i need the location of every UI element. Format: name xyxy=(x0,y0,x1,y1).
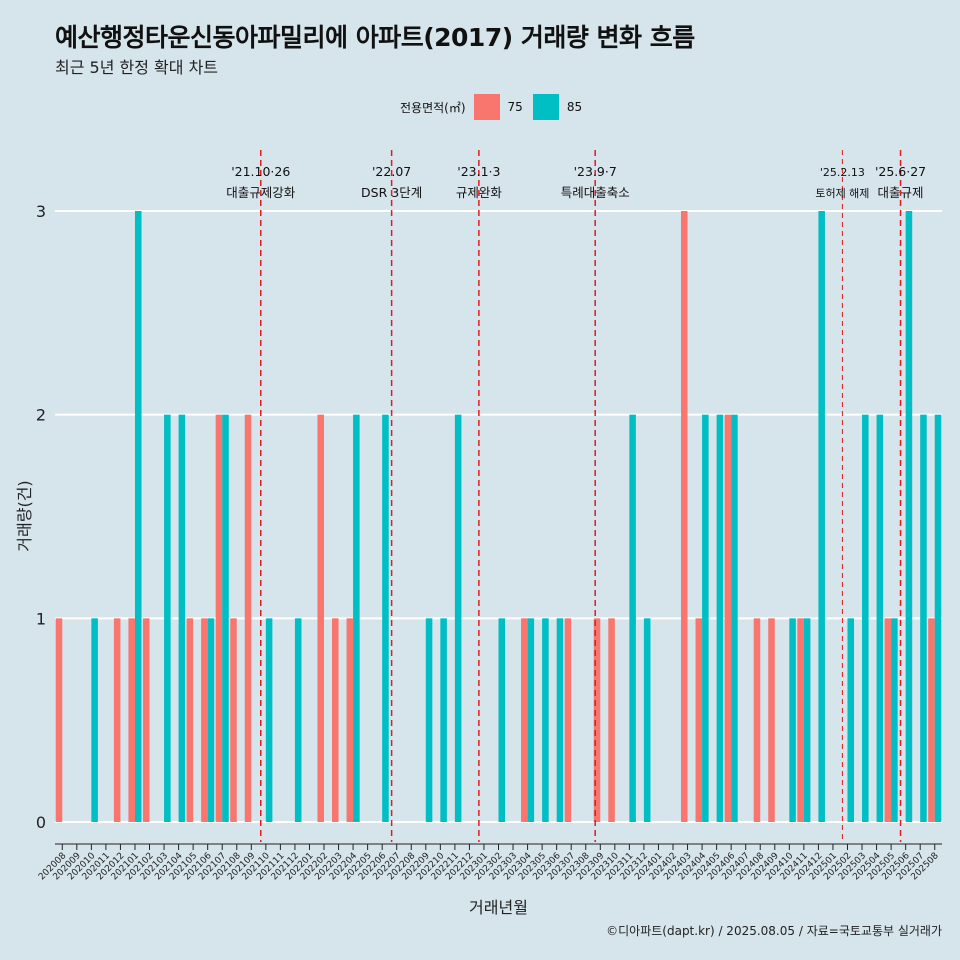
bar-85-202106 xyxy=(207,618,215,822)
event-label-text: 토허제 해제 xyxy=(815,186,869,200)
bar-85-202312 xyxy=(643,618,651,822)
bar-85-202412 xyxy=(818,211,825,822)
bar-85-202507 xyxy=(920,414,927,822)
event-label-text: 대출규제강화 xyxy=(226,185,296,200)
bar-75-202008 xyxy=(55,618,63,822)
bar-75-202106 xyxy=(201,618,208,822)
bar-75-202310 xyxy=(608,618,615,822)
bar-75-202403 xyxy=(680,211,688,822)
event-label-date: '23.1·3 xyxy=(457,164,500,179)
bar-85-202204 xyxy=(353,414,360,822)
legend-item-85: 85 xyxy=(532,94,583,120)
bar-85-202304 xyxy=(527,618,535,822)
bar-85-202306 xyxy=(556,618,564,822)
bar-85-202211 xyxy=(454,414,462,822)
bar-75-202505 xyxy=(884,618,892,822)
event-label-date: '25.6·27 xyxy=(875,164,926,179)
bar-75-202408 xyxy=(753,618,761,822)
bar-75-202204 xyxy=(346,618,354,822)
bar-75-202109 xyxy=(244,414,252,822)
bar-85-202112 xyxy=(294,618,302,822)
bar-85-202405 xyxy=(716,414,724,822)
bar-85-202210 xyxy=(440,618,447,822)
bar-75-202411 xyxy=(797,618,804,822)
bar-75-202304 xyxy=(521,618,528,822)
bar-85-202103 xyxy=(164,414,171,822)
bar-75-202406 xyxy=(724,414,732,822)
bar-75-202309 xyxy=(593,618,601,822)
chart-title: 예산행정타운신동아파밀리에 아파트(2017) 거래량 변화 흐름 xyxy=(55,23,695,52)
bar-85-202506 xyxy=(905,211,913,822)
event-label-date: '25.2.13 xyxy=(820,166,865,179)
bar-75-202202 xyxy=(317,414,325,822)
bar-85-202503 xyxy=(862,414,869,822)
bar-85-202104 xyxy=(178,414,186,822)
bar-85-202209 xyxy=(425,618,433,822)
bar-85-202505 xyxy=(891,618,898,822)
event-label-date: '23.9·7 xyxy=(574,164,617,179)
event-label-text: 대출규제 xyxy=(878,185,924,200)
bar-85-202101 xyxy=(134,211,142,822)
chart-subtitle: 최근 5년 한정 확대 차트 xyxy=(55,58,219,77)
y-axis-title: 거래량(건) xyxy=(15,480,34,551)
event-label-text: DSR 3단계 xyxy=(361,185,422,200)
legend-item-75: 75 xyxy=(473,94,523,120)
event-label-date: '22.07 xyxy=(372,164,411,179)
bar-85-202404 xyxy=(702,414,709,822)
legend-swatch-85 xyxy=(532,94,559,120)
legend: 전용면적(㎡) 75 85 xyxy=(400,93,592,121)
bar-85-202311 xyxy=(629,414,636,822)
bar-85-202302 xyxy=(498,618,506,822)
bar-85-202305 xyxy=(542,618,549,822)
bar-75-202203 xyxy=(332,618,339,822)
legend-title: 전용면적(㎡) xyxy=(400,100,466,115)
bar-85-202504 xyxy=(876,414,884,822)
bar-75-202102 xyxy=(142,618,150,822)
bar-85-202411 xyxy=(803,618,811,822)
bar-75-202508 xyxy=(928,618,935,822)
bar-75-202105 xyxy=(186,618,194,822)
bar-85-202110 xyxy=(265,618,273,822)
event-label-date: '21.10·26 xyxy=(231,164,290,179)
bar-85-202406 xyxy=(731,414,738,822)
legend-label-85: 85 xyxy=(566,100,583,114)
bar-75-202012 xyxy=(113,618,121,822)
y-tick-label: 3 xyxy=(36,202,46,221)
legend-label-75: 75 xyxy=(507,100,523,114)
bar-85-202502 xyxy=(847,618,855,822)
event-label-text: 특례대출축소 xyxy=(561,185,630,200)
bar-75-202404 xyxy=(695,618,703,822)
bar-85-202508 xyxy=(934,414,942,822)
x-axis-title: 거래년월 xyxy=(469,898,528,917)
bar-75-202101 xyxy=(128,618,135,822)
bar-75-202108 xyxy=(230,618,237,822)
y-tick-label: 1 xyxy=(36,609,46,628)
bar-75-202107 xyxy=(215,414,223,822)
source-caption: ©디아파트(dapt.kr) / 2025.08.05 / 자료=국토교통부 실… xyxy=(606,924,942,938)
bar-75-202409 xyxy=(768,618,775,822)
y-tick-label: 0 xyxy=(36,813,46,832)
bar-85-202410 xyxy=(789,618,796,822)
bar-75-202307 xyxy=(564,618,572,822)
bar-85-202010 xyxy=(91,618,98,822)
event-label-text: 규제완화 xyxy=(456,185,503,200)
bar-85-202206 xyxy=(382,414,389,822)
bar-85-202107 xyxy=(222,414,229,822)
legend-swatch-75 xyxy=(473,94,500,120)
y-tick-label: 2 xyxy=(36,406,46,425)
